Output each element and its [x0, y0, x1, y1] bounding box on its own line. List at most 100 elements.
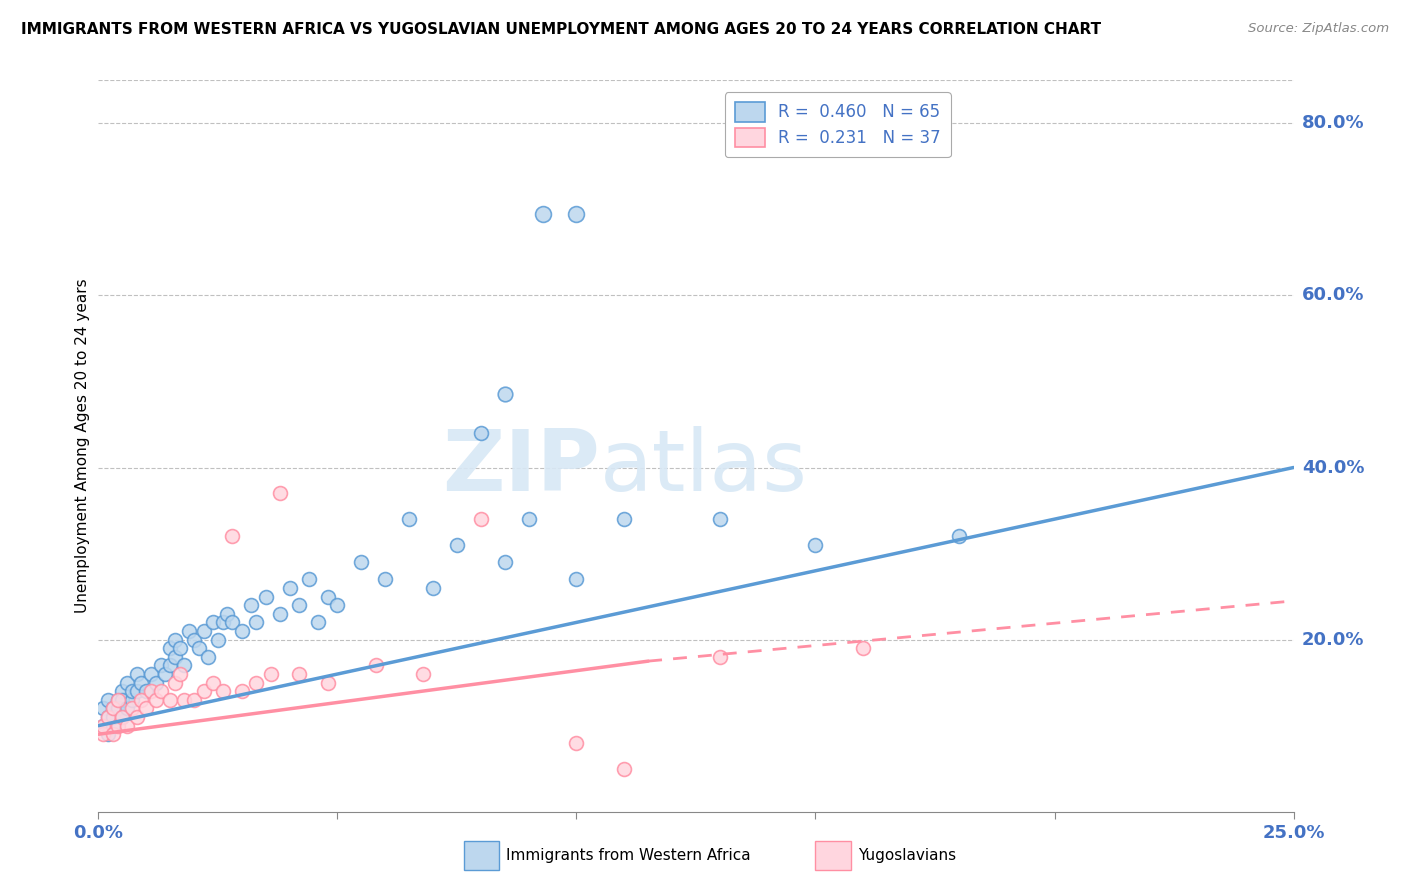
Point — [316, 675, 339, 690]
Point — [111, 710, 134, 724]
Point — [565, 736, 588, 750]
Point — [107, 693, 129, 707]
Point — [125, 684, 148, 698]
Point — [422, 581, 444, 595]
Point — [231, 624, 253, 638]
Point — [207, 632, 229, 647]
Point — [709, 512, 731, 526]
Point — [173, 693, 195, 707]
Point — [202, 615, 225, 630]
Point — [159, 658, 181, 673]
Point — [804, 538, 827, 552]
Point — [217, 607, 239, 621]
Point — [494, 555, 516, 569]
Point — [131, 693, 153, 707]
Point — [135, 684, 157, 698]
Point — [149, 684, 172, 698]
Point — [135, 701, 157, 715]
Point — [307, 615, 329, 630]
Point — [121, 701, 143, 715]
Point — [948, 529, 970, 543]
Point — [97, 710, 120, 724]
Point — [111, 684, 134, 698]
Point — [269, 607, 291, 621]
Point — [111, 693, 134, 707]
Text: atlas: atlas — [600, 426, 808, 509]
Y-axis label: Unemployment Among Ages 20 to 24 years: Unemployment Among Ages 20 to 24 years — [75, 278, 90, 614]
Point — [709, 649, 731, 664]
Point — [412, 667, 434, 681]
Point — [101, 701, 124, 715]
Point — [531, 207, 554, 221]
Text: 20.0%: 20.0% — [1302, 631, 1364, 648]
Point — [91, 719, 114, 733]
Point — [221, 529, 243, 543]
Point — [91, 719, 114, 733]
Point — [298, 573, 321, 587]
Point — [159, 693, 181, 707]
Point — [173, 658, 195, 673]
Point — [115, 675, 138, 690]
Point — [183, 693, 205, 707]
Text: Immigrants from Western Africa: Immigrants from Western Africa — [506, 848, 751, 863]
Point — [269, 486, 291, 500]
Point — [202, 675, 225, 690]
Point — [278, 581, 301, 595]
Point — [494, 387, 516, 401]
Point — [231, 684, 253, 698]
Text: ZIP: ZIP — [443, 426, 600, 509]
Point — [254, 590, 277, 604]
Point — [470, 512, 492, 526]
Point — [613, 762, 636, 776]
Point — [221, 615, 243, 630]
Legend: R =  0.460   N = 65, R =  0.231   N = 37: R = 0.460 N = 65, R = 0.231 N = 37 — [724, 92, 950, 157]
Point — [446, 538, 468, 552]
Point — [245, 675, 267, 690]
Point — [121, 684, 143, 698]
Point — [613, 512, 636, 526]
Text: IMMIGRANTS FROM WESTERN AFRICA VS YUGOSLAVIAN UNEMPLOYMENT AMONG AGES 20 TO 24 Y: IMMIGRANTS FROM WESTERN AFRICA VS YUGOSL… — [21, 22, 1101, 37]
Point — [101, 719, 124, 733]
Point — [169, 667, 191, 681]
Point — [115, 719, 138, 733]
Point — [470, 426, 492, 441]
Point — [107, 719, 129, 733]
Point — [197, 649, 219, 664]
Point — [211, 684, 233, 698]
Point — [125, 710, 148, 724]
Point — [101, 701, 124, 715]
Text: 40.0%: 40.0% — [1302, 458, 1364, 476]
Point — [245, 615, 267, 630]
Point — [288, 598, 311, 612]
Point — [107, 701, 129, 715]
Point — [115, 701, 138, 715]
Point — [101, 710, 124, 724]
Point — [852, 641, 875, 656]
Point — [326, 598, 349, 612]
Point — [288, 667, 311, 681]
Point — [121, 693, 143, 707]
Point — [159, 641, 181, 656]
Point — [139, 684, 162, 698]
Text: 60.0%: 60.0% — [1302, 286, 1364, 304]
Point — [101, 727, 124, 741]
Text: Yugoslavians: Yugoslavians — [858, 848, 956, 863]
Point — [374, 573, 396, 587]
Point — [350, 555, 373, 569]
Text: Source: ZipAtlas.com: Source: ZipAtlas.com — [1249, 22, 1389, 36]
Point — [169, 641, 191, 656]
Point — [316, 590, 339, 604]
Point — [91, 701, 114, 715]
Text: 80.0%: 80.0% — [1302, 114, 1364, 132]
Point — [155, 667, 177, 681]
Point — [163, 632, 186, 647]
Point — [125, 667, 148, 681]
Point — [193, 684, 215, 698]
Point — [145, 693, 167, 707]
Point — [179, 624, 201, 638]
Point — [97, 693, 120, 707]
Point — [163, 675, 186, 690]
Point — [517, 512, 540, 526]
Point — [565, 207, 588, 221]
Point — [139, 667, 162, 681]
